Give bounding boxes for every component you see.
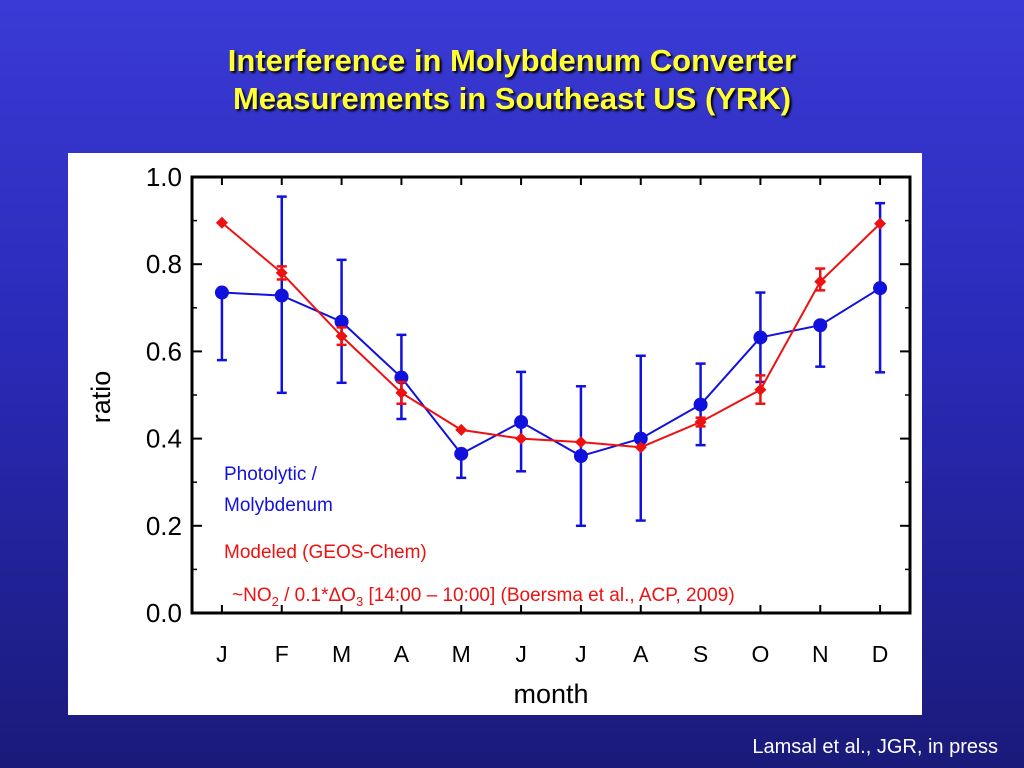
x-tick-label: D bbox=[872, 641, 889, 667]
x-axis-label: month bbox=[513, 679, 588, 709]
legend-modeled: Modeled (GEOS-Chem) bbox=[224, 542, 427, 563]
x-tick-label: J bbox=[575, 641, 587, 667]
chart-svg: 0.0 0.2 0.4 0.6 0.8 1.0 J F M A M J J A S O N D Photolyti… bbox=[86, 162, 912, 709]
x-tick-label: M bbox=[452, 641, 471, 667]
chart-panel: 0.0 0.2 0.4 0.6 0.8 1.0 J F M A M J J A S O N D Photolyti… bbox=[68, 153, 922, 715]
legend-photolytic-line2: Molybdenum bbox=[224, 495, 333, 516]
data-point bbox=[694, 416, 707, 429]
data-point bbox=[514, 415, 529, 430]
slide-title-line2: Measurements in Southeast US (YRK) bbox=[232, 81, 792, 116]
slide-title-line1: Interference in Molybdenum Converter bbox=[227, 43, 797, 78]
x-tick-label: J bbox=[216, 641, 228, 667]
data-point bbox=[754, 383, 767, 396]
y-tick-label: 0.8 bbox=[146, 249, 182, 279]
citation-credit: Lamsal et al., JGR, in press bbox=[752, 736, 998, 758]
data-point bbox=[873, 281, 888, 296]
data-point bbox=[634, 441, 647, 454]
legend-photolytic-line1: Photolytic / bbox=[224, 464, 318, 485]
data-point bbox=[334, 314, 349, 329]
y-tick-label: 0.6 bbox=[146, 336, 182, 366]
series-line bbox=[221, 222, 881, 449]
series-line bbox=[221, 287, 881, 458]
y-tick-label: 0.2 bbox=[146, 511, 182, 541]
data-point bbox=[215, 216, 228, 229]
annotation-formula: ~NO2 / 0.1*ΔO3 [14:00 – 10:00] (Boersma … bbox=[232, 585, 735, 609]
data-point bbox=[515, 432, 528, 445]
data-point bbox=[573, 449, 588, 464]
x-tick-label: S bbox=[693, 641, 708, 667]
annotation-sub1: 2 bbox=[272, 594, 279, 609]
x-tick-label: N bbox=[812, 641, 829, 667]
data-point bbox=[814, 275, 827, 288]
x-tick-label: A bbox=[394, 641, 410, 667]
annotation-suffix: [14:00 – 10:00] (Boersma et al., ACP, 20… bbox=[363, 585, 734, 606]
data-point bbox=[274, 288, 289, 303]
data-point bbox=[454, 446, 469, 461]
data-point bbox=[813, 318, 828, 333]
x-tick-label: M bbox=[332, 641, 351, 667]
data-point bbox=[753, 330, 768, 345]
annotation-sub2: 3 bbox=[356, 594, 363, 609]
x-tick-label: J bbox=[515, 641, 527, 667]
series-modeled bbox=[215, 216, 887, 454]
x-tick-label: A bbox=[633, 641, 649, 667]
data-point bbox=[335, 330, 348, 343]
data-point bbox=[574, 436, 587, 449]
axis-layer: 0.0 0.2 0.4 0.6 0.8 1.0 J F M A M J J A S O N D bbox=[146, 162, 910, 667]
annotation-mid: / 0.1*ΔO bbox=[279, 585, 356, 606]
data-point bbox=[874, 217, 887, 230]
y-tick-label: 1.0 bbox=[146, 162, 182, 192]
annotation-prefix: ~NO bbox=[232, 585, 272, 606]
y-axis-label: ratio bbox=[86, 371, 116, 424]
data-point bbox=[693, 397, 708, 412]
slide-title: Interference in Molybdenum Converter Mea… bbox=[0, 42, 1024, 118]
y-tick-label: 0.4 bbox=[146, 424, 182, 454]
data-point bbox=[275, 266, 288, 279]
data-point bbox=[633, 431, 648, 446]
data-point bbox=[455, 423, 468, 436]
y-tick-label: 0.0 bbox=[146, 598, 182, 628]
data-point bbox=[395, 386, 408, 399]
data-point bbox=[214, 285, 229, 300]
series-photolytic bbox=[214, 195, 888, 528]
x-tick-label: F bbox=[275, 641, 289, 667]
x-tick-label: O bbox=[751, 641, 769, 667]
series-layer bbox=[214, 195, 888, 528]
